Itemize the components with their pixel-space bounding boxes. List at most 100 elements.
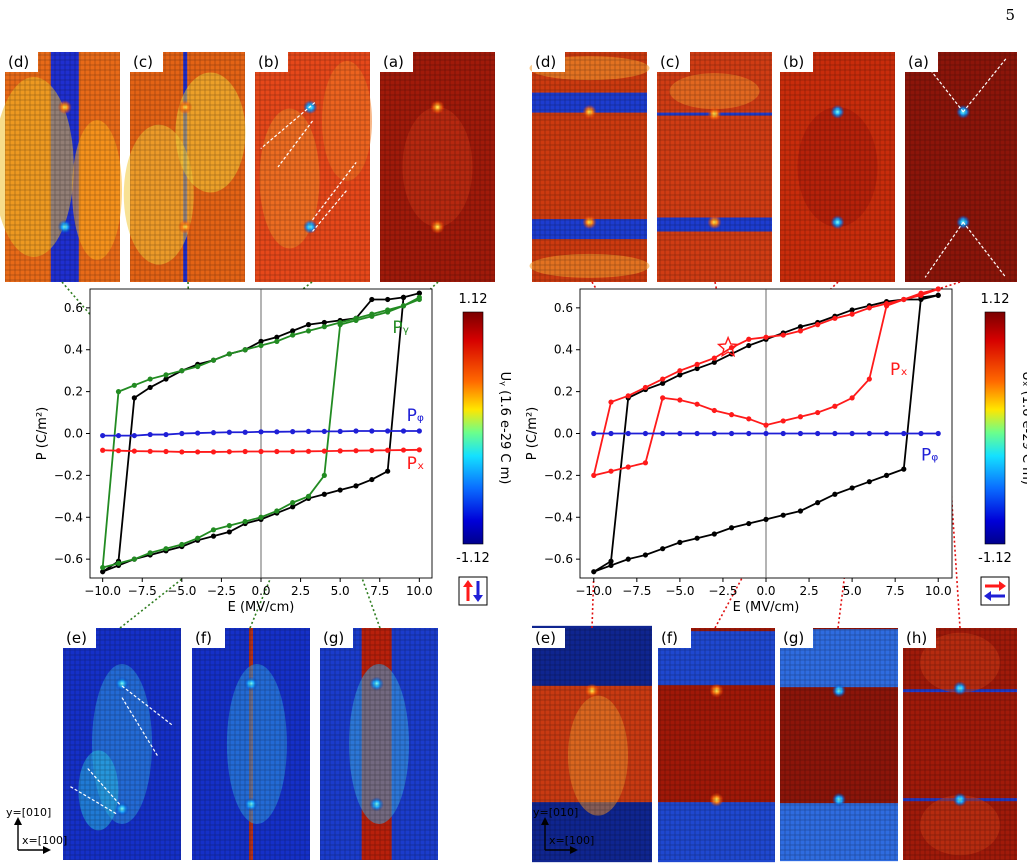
data-point-px	[369, 447, 375, 454]
data-point-px	[608, 468, 614, 474]
data-point-total	[290, 328, 296, 334]
x-tick-label: −7.5	[128, 584, 157, 598]
data-point-px	[832, 315, 838, 321]
data-point-pz	[226, 429, 232, 435]
connector-line	[937, 281, 961, 290]
x-tick-label: 0.0	[756, 584, 775, 598]
x-tick-label: 7.5	[886, 584, 905, 598]
data-point-total	[746, 342, 752, 349]
colorbar-title: Uₓ (1.6 e-29 C m)	[1019, 371, 1027, 485]
dipole-grid	[255, 52, 370, 282]
x-tick-label: −10.0	[84, 584, 121, 598]
data-point-pz	[416, 428, 422, 434]
data-point-total	[274, 334, 280, 340]
data-point-px	[849, 395, 855, 401]
dipole-grid	[657, 52, 772, 282]
dipole-grid	[5, 52, 120, 282]
data-point-total	[660, 380, 666, 386]
field-map-panel: (a)	[905, 52, 1017, 282]
panel-label: (c)	[660, 53, 680, 71]
data-point-total	[100, 569, 106, 575]
guide-dashed-line	[277, 120, 313, 168]
data-point-pz	[100, 432, 106, 439]
data-point-total	[728, 525, 735, 531]
data-point-px	[258, 448, 264, 455]
data-point-pz	[660, 430, 666, 437]
guide-dashed-line	[68, 785, 117, 815]
data-point-total	[131, 395, 137, 401]
dipole-grid	[780, 628, 898, 860]
field-map-panel: (g)	[780, 628, 898, 862]
field-map-panel: (c)	[123, 52, 246, 282]
connector-line	[837, 378, 871, 629]
x-tick-label: −5.0	[167, 584, 196, 598]
guide-dashed-line	[312, 189, 348, 232]
data-point-px	[385, 447, 391, 453]
data-point-py	[258, 342, 264, 349]
panel-label: (e)	[66, 629, 87, 647]
data-point-px	[660, 395, 666, 401]
x-tick-label: 0.0	[251, 584, 270, 598]
data-point-px	[815, 409, 821, 416]
data-point-pz	[901, 430, 907, 437]
data-point-pz	[625, 430, 631, 437]
data-point-py	[210, 357, 217, 363]
data-point-pz	[763, 430, 769, 437]
y-tick-label: 0.6	[554, 301, 573, 315]
data-point-pz	[883, 430, 890, 437]
data-point-py	[115, 389, 122, 395]
y-tick-label: 0.0	[554, 427, 573, 441]
data-point-total	[321, 491, 327, 497]
x-tick-label: 2.5	[291, 584, 310, 598]
y-axis-label: P (C/m²)	[525, 407, 540, 460]
annotation-px: Pₓ	[407, 454, 425, 474]
data-point-pz	[642, 430, 649, 437]
x-axis-label: E (MV/cm)	[228, 600, 295, 615]
data-point-pz	[305, 428, 312, 435]
panel-label-bg	[320, 628, 353, 648]
data-point-px	[353, 448, 359, 454]
data-point-py	[226, 351, 232, 357]
data-point-total	[416, 290, 422, 296]
dipole-grid	[63, 628, 181, 860]
panel-label-bg	[905, 52, 938, 72]
data-point-pz	[780, 430, 786, 437]
data-point-py	[290, 500, 296, 506]
panel-label: (a)	[383, 53, 404, 71]
data-point-total	[337, 487, 343, 493]
data-point-total	[258, 338, 264, 344]
hysteresis-chart: −10.0 −7.5 −5.0 −2.5 0.0 2.5 5.0 7.5 10.0 −0.6 −0.…	[525, 286, 953, 615]
data-point-py	[385, 309, 391, 315]
data-point-py	[321, 324, 327, 330]
guide-dashed-line	[962, 221, 1007, 278]
data-point-px	[163, 448, 169, 455]
field-map-panel: (e)	[63, 628, 181, 860]
data-point-total	[147, 384, 153, 391]
panel-label-bg	[532, 52, 565, 72]
data-point-py	[226, 523, 232, 529]
data-point-total	[210, 533, 217, 539]
field-map-panel: (e)	[532, 625, 652, 863]
panel-label: (c)	[133, 53, 153, 71]
data-point-pz	[918, 430, 924, 437]
data-point-total	[290, 504, 296, 510]
panel-label-bg	[192, 628, 225, 648]
data-point-total	[226, 529, 232, 535]
data-point-total	[832, 491, 838, 497]
data-point-pz	[147, 431, 153, 438]
coordinate-axes: y=[010] x=[100]	[533, 806, 594, 854]
colorbar-min-label: -1.12	[978, 551, 1012, 566]
data-point-py	[147, 376, 153, 382]
data-point-pz	[369, 428, 375, 434]
data-point-px	[746, 336, 752, 342]
data-point-py	[369, 313, 375, 319]
data-point-pz	[866, 430, 872, 437]
data-point-total	[711, 359, 717, 365]
field-map-panel: (a)	[380, 52, 495, 282]
star-marker	[716, 335, 740, 358]
data-point-total	[369, 476, 375, 483]
data-point-py	[210, 527, 217, 533]
data-point-py	[337, 322, 343, 328]
y-tick-label: 0.4	[554, 343, 573, 357]
